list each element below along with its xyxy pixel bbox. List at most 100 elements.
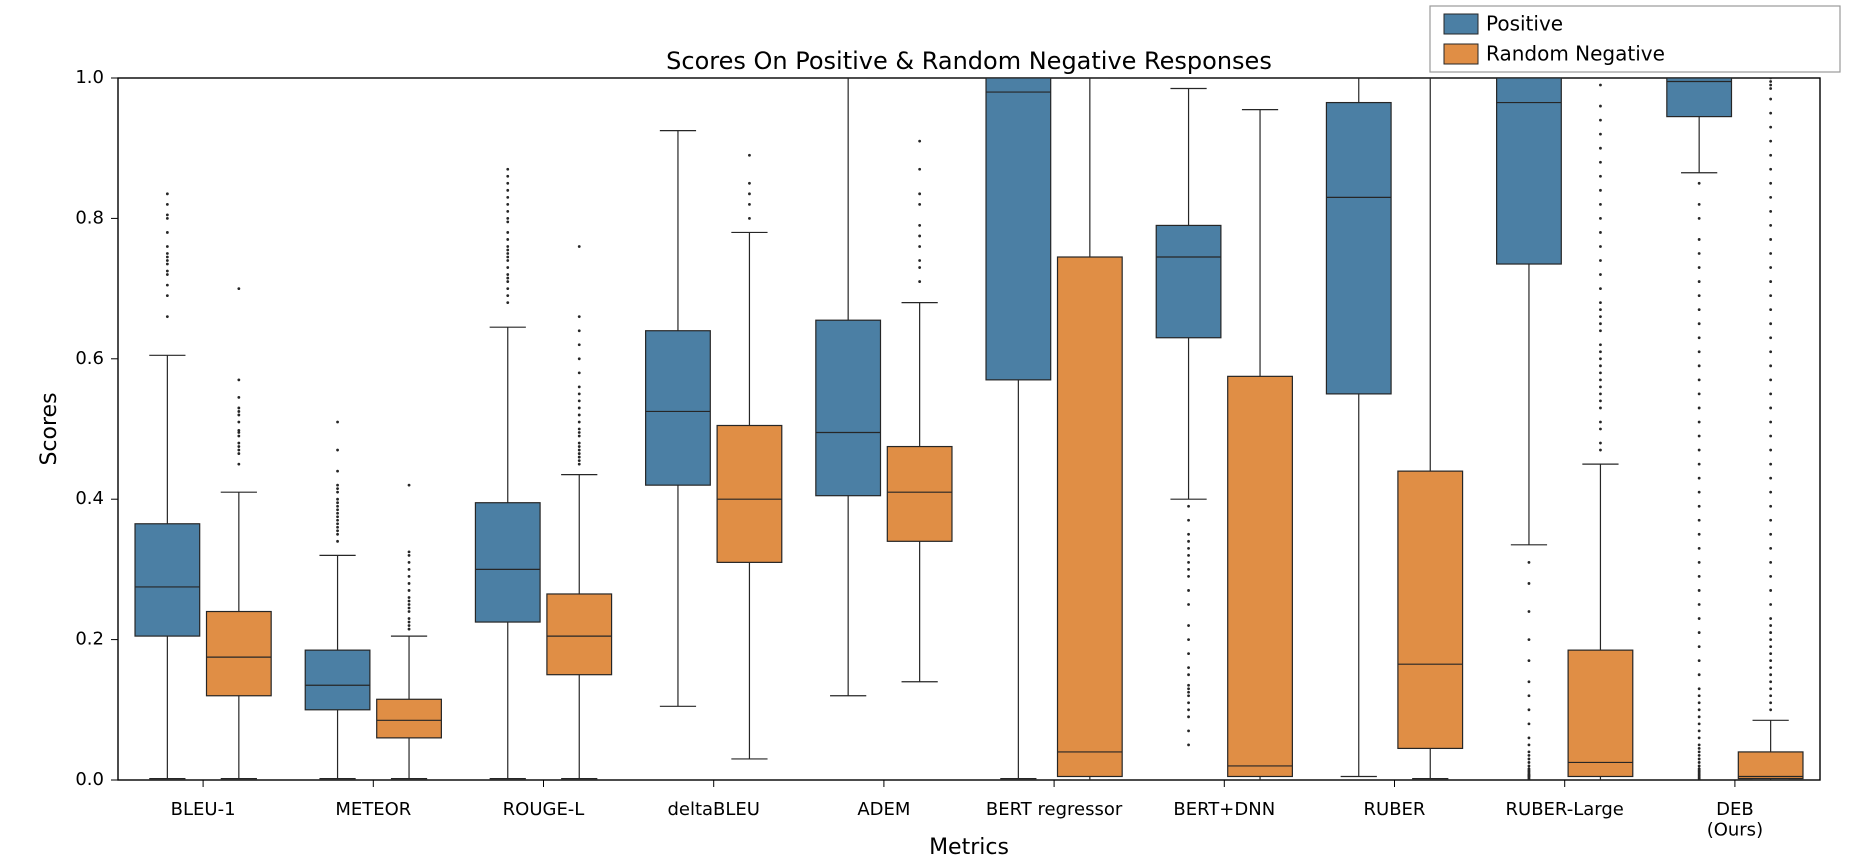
- flier: [237, 449, 240, 452]
- flier: [578, 421, 581, 424]
- flier: [1599, 449, 1602, 452]
- flier: [1599, 385, 1602, 388]
- flier: [578, 371, 581, 374]
- flier: [918, 203, 921, 206]
- flier: [1599, 287, 1602, 290]
- flier: [237, 421, 240, 424]
- flier: [1769, 308, 1772, 311]
- flier: [1599, 329, 1602, 332]
- flier: [1528, 751, 1531, 754]
- flier: [1599, 161, 1602, 164]
- flier: [1599, 84, 1602, 87]
- flier: [1187, 666, 1190, 669]
- flier: [1698, 645, 1701, 648]
- flier: [1599, 343, 1602, 346]
- flier: [166, 315, 169, 318]
- flier: [1769, 182, 1772, 185]
- flier: [578, 329, 581, 332]
- flier: [1769, 603, 1772, 606]
- flier: [1769, 421, 1772, 424]
- flier: [1528, 744, 1531, 747]
- flier: [336, 470, 339, 473]
- y-axis-label: Scores: [37, 392, 62, 465]
- flier: [237, 378, 240, 381]
- flier: [1769, 694, 1772, 697]
- chart-title: Scores On Positive & Random Negative Res…: [666, 47, 1272, 75]
- flier: [1698, 393, 1701, 396]
- flier: [1769, 294, 1772, 297]
- flier: [506, 256, 509, 259]
- flier: [1599, 407, 1602, 410]
- flier: [506, 277, 509, 280]
- flier: [1698, 561, 1701, 564]
- flier: [578, 452, 581, 455]
- flier: [237, 407, 240, 410]
- flier: [1769, 266, 1772, 269]
- flier: [1698, 449, 1701, 452]
- flier: [1187, 691, 1190, 694]
- flier: [1698, 744, 1701, 747]
- flier: [1698, 659, 1701, 662]
- flier: [1698, 350, 1701, 353]
- flier: [1698, 280, 1701, 283]
- flier: [578, 449, 581, 452]
- flier: [1769, 154, 1772, 157]
- flier: [578, 431, 581, 434]
- flier: [1769, 617, 1772, 620]
- flier: [1599, 203, 1602, 206]
- flier: [1698, 751, 1701, 754]
- ytick-label: 0.6: [75, 348, 104, 369]
- chart-svg: 0.00.20.40.60.81.0ScoresBLEU-1METEORROUG…: [0, 0, 1854, 866]
- flier: [1599, 350, 1602, 353]
- flier: [1769, 322, 1772, 325]
- flier: [1769, 364, 1772, 367]
- flier: [918, 259, 921, 262]
- x-axis-label: Metrics: [929, 835, 1009, 860]
- flier: [1769, 112, 1772, 115]
- flier: [506, 266, 509, 269]
- flier: [578, 414, 581, 417]
- flier: [336, 519, 339, 522]
- flier: [918, 140, 921, 143]
- flier: [237, 287, 240, 290]
- flier: [1698, 364, 1701, 367]
- flier: [1769, 659, 1772, 662]
- flier: [237, 396, 240, 399]
- flier: [1698, 322, 1701, 325]
- flier: [1769, 87, 1772, 90]
- flier: [1769, 84, 1772, 87]
- flier: [408, 484, 411, 487]
- flier: [1769, 407, 1772, 410]
- flier: [1698, 758, 1701, 761]
- flier: [1698, 238, 1701, 241]
- flier: [1599, 231, 1602, 234]
- flier: [1187, 694, 1190, 697]
- flier: [408, 603, 411, 606]
- flier: [1599, 301, 1602, 304]
- flier: [1698, 407, 1701, 410]
- flier: [237, 445, 240, 448]
- flier: [1698, 729, 1701, 732]
- flier: [237, 452, 240, 455]
- flier: [1698, 463, 1701, 466]
- flier: [506, 238, 509, 241]
- flier: [408, 554, 411, 557]
- flier: [1769, 533, 1772, 536]
- flier: [1698, 767, 1701, 770]
- flier: [1769, 519, 1772, 522]
- flier: [918, 192, 921, 195]
- flier: [1769, 547, 1772, 550]
- flier: [408, 617, 411, 620]
- flier: [166, 294, 169, 297]
- flier: [506, 249, 509, 252]
- flier: [237, 435, 240, 438]
- flier: [1698, 477, 1701, 480]
- flier: [748, 203, 751, 206]
- flier: [1187, 715, 1190, 718]
- flier: [1528, 722, 1531, 725]
- flier: [1769, 336, 1772, 339]
- flier: [237, 414, 240, 417]
- flier: [506, 231, 509, 234]
- flier: [1187, 638, 1190, 641]
- flier: [1528, 765, 1531, 768]
